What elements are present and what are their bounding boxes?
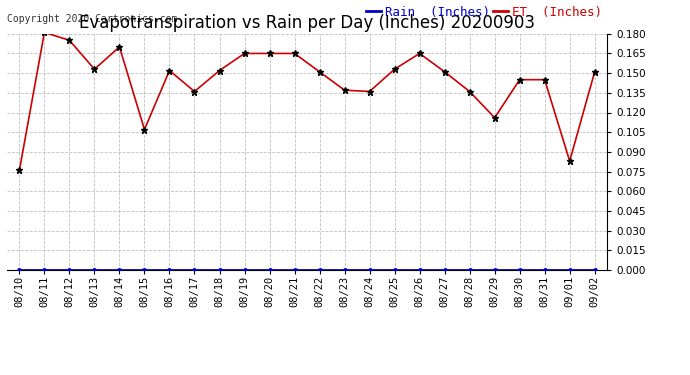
Text: Copyright 2020 Cartronics.com: Copyright 2020 Cartronics.com [7,14,177,24]
Legend: Rain  (Inches), ET  (Inches): Rain (Inches), ET (Inches) [361,1,607,24]
Title: Evapotranspiration vs Rain per Day (Inches) 20200903: Evapotranspiration vs Rain per Day (Inch… [79,14,535,32]
